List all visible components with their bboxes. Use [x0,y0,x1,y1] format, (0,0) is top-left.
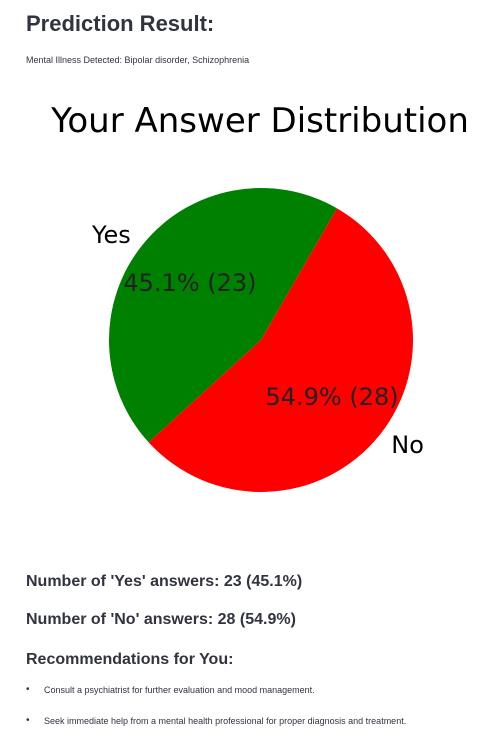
answer-distribution-chart: Your Answer Distribution 45.1% (23) Yes 54… [0,90,501,530]
yes-count-text: Number of 'Yes' answers: 23 (45.1%) [26,573,303,590]
recommendations-list: Consult a psychiatrist for further evalu… [26,683,406,745]
pie-percent-label: 54.9% (28) [265,383,398,411]
pie-category-label: No [391,431,424,459]
pie-percent-label: 45.1% (23) [123,269,256,297]
recommendation-item: Seek immediate help from a mental health… [26,714,406,728]
detected-illness-text: Mental Illness Detected: Bipolar disorde… [26,55,250,65]
page-title: Prediction Result: [26,11,215,36]
recommendations-heading: Recommendations for You: [26,651,234,668]
pie-slice-no [148,208,413,492]
no-count-text: Number of 'No' answers: 28 (54.9%) [26,611,296,628]
pie-slice-yes [108,187,337,443]
recommendation-item: Consult a psychiatrist for further evalu… [26,683,406,697]
pie-category-label: Yes [91,221,131,249]
chart-title: Your Answer Distribution [50,101,469,141]
pie-chart-svg: Your Answer Distribution 45.1% (23) Yes 54… [50,101,469,492]
